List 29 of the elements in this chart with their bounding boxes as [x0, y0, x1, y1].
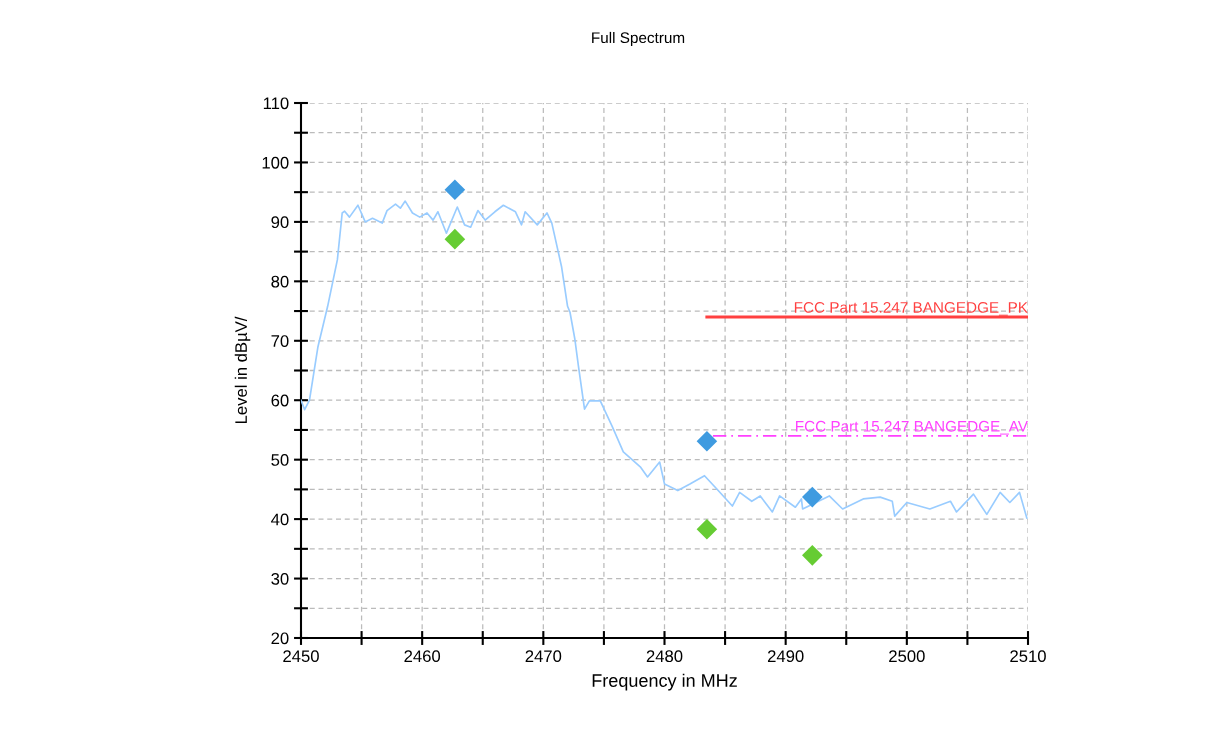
point [802, 545, 823, 566]
x-tick-label: 2470 [525, 650, 562, 663]
point [696, 430, 718, 452]
y-tick-label: 110 [263, 97, 289, 110]
chart-title: Full Spectrum [592, 31, 685, 47]
y-tick-label: 20 [271, 632, 289, 645]
y-tick-label: 70 [271, 335, 289, 347]
y-tick-label: 100 [262, 156, 289, 169]
x-tick-label: 2490 [767, 650, 804, 663]
x-tick-label: 2500 [889, 650, 925, 663]
y-tick-label: 50 [271, 454, 289, 466]
series-label: FCC Part 15.247 BANGEDGE_PK [794, 301, 1028, 316]
y-tick-label: 80 [271, 275, 289, 288]
y-axis-title: Level in dBµV/ [234, 316, 251, 424]
y-tick-label: 60 [271, 394, 289, 407]
y-tick-label: 40 [271, 513, 289, 526]
x-tick-label: 2460 [404, 650, 441, 663]
line-series [301, 200, 1028, 519]
y-tick-label: 30 [271, 572, 289, 585]
y-tick-label: 90 [271, 216, 289, 229]
point [802, 486, 823, 508]
point [444, 228, 466, 250]
x-tick-label: 2480 [646, 650, 683, 663]
point [444, 179, 466, 201]
series-label: FCC Part 15.247 BANGEDGE_AV [796, 420, 1028, 435]
x-tick-label: 2450 [283, 650, 319, 663]
x-tick-label: 2510 [1010, 650, 1046, 663]
x-axis-title: Frequency in MHz [592, 673, 737, 691]
point [696, 518, 718, 540]
